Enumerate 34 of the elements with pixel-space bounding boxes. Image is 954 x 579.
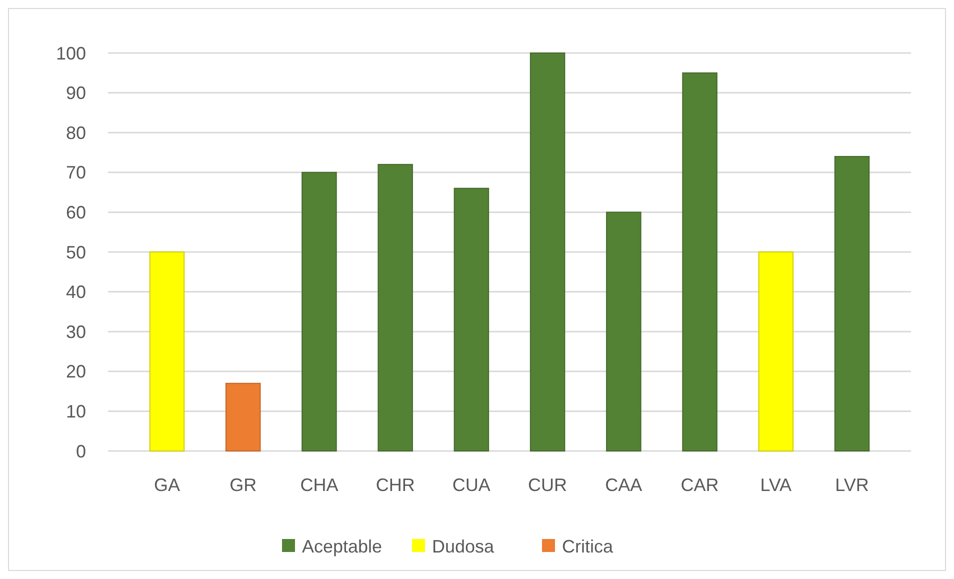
bar bbox=[682, 72, 718, 452]
bar bbox=[302, 172, 337, 452]
y-tick-label: 30 bbox=[66, 322, 86, 342]
bar bbox=[758, 252, 794, 452]
y-tick-label: 90 bbox=[66, 83, 86, 104]
y-tick-label: 80 bbox=[66, 122, 86, 143]
x-tick-label: LVR bbox=[835, 475, 869, 495]
legend-label: Aceptable bbox=[302, 536, 382, 556]
y-tick-label: 20 bbox=[66, 362, 86, 382]
x-tick-label: CHR bbox=[376, 475, 415, 495]
x-tick-label: GR bbox=[230, 475, 257, 495]
bar bbox=[834, 156, 870, 452]
x-tick-label: CUA bbox=[452, 475, 490, 495]
x-tick-label: CUR bbox=[528, 475, 568, 495]
y-tick-label: 10 bbox=[66, 402, 86, 422]
bar bbox=[530, 52, 566, 452]
bar bbox=[454, 188, 490, 452]
y-tick-label: 60 bbox=[66, 202, 86, 222]
x-tick-label: LVA bbox=[760, 475, 792, 495]
y-tick-label: 40 bbox=[66, 282, 86, 302]
bar bbox=[149, 252, 185, 452]
x-tick-label: CAR bbox=[680, 475, 719, 495]
y-tick-label: 70 bbox=[66, 162, 86, 183]
x-tick-label: GA bbox=[154, 475, 180, 495]
bar bbox=[606, 212, 642, 452]
bar bbox=[378, 164, 413, 452]
legend-label: Critica bbox=[562, 536, 614, 556]
y-tick-label: 50 bbox=[66, 242, 86, 262]
x-tick-label: CHA bbox=[300, 475, 338, 495]
x-tick-label: CAA bbox=[605, 475, 642, 495]
y-tick-label: 100 bbox=[56, 43, 86, 64]
legend-label: Dudosa bbox=[432, 536, 496, 556]
bar bbox=[225, 382, 261, 452]
y-tick-label: 0 bbox=[76, 441, 86, 462]
